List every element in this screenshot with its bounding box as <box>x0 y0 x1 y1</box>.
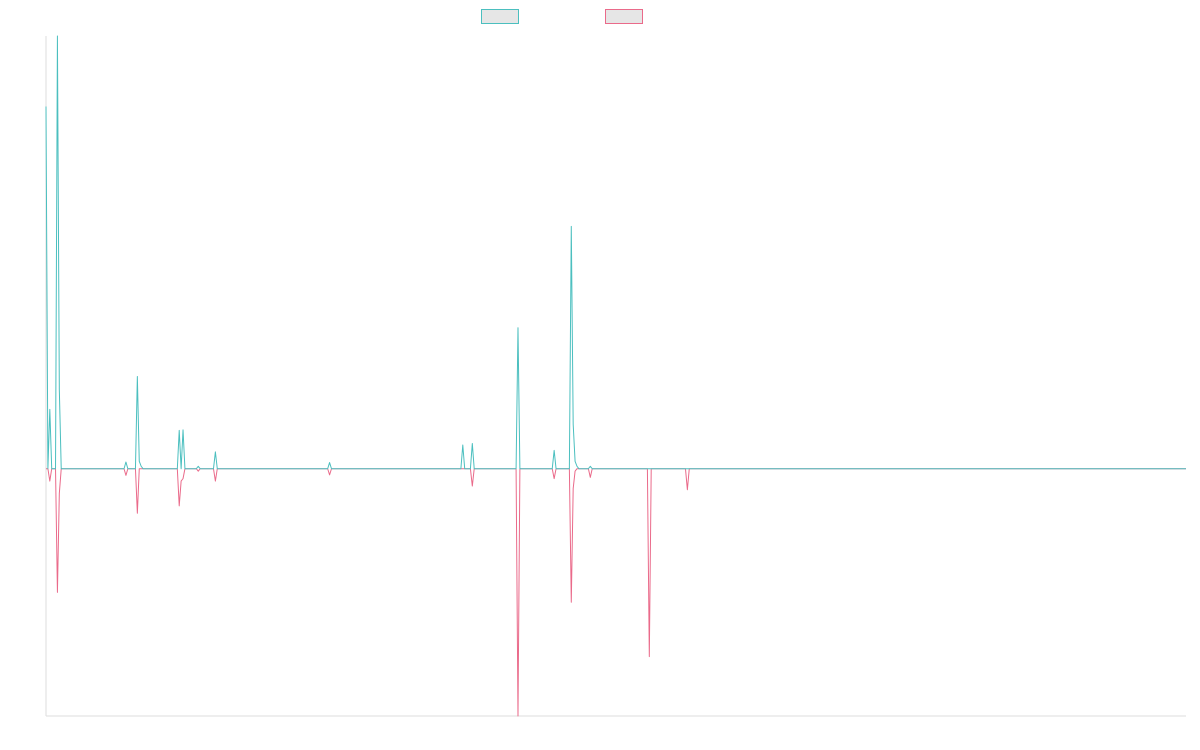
series-line-pink[interactable] <box>46 468 1186 717</box>
series-line-teal[interactable] <box>45 35 1186 470</box>
legend <box>0 9 1200 27</box>
legend-swatch-teal[interactable] <box>481 9 519 24</box>
legend-swatch-pink[interactable] <box>605 9 643 24</box>
